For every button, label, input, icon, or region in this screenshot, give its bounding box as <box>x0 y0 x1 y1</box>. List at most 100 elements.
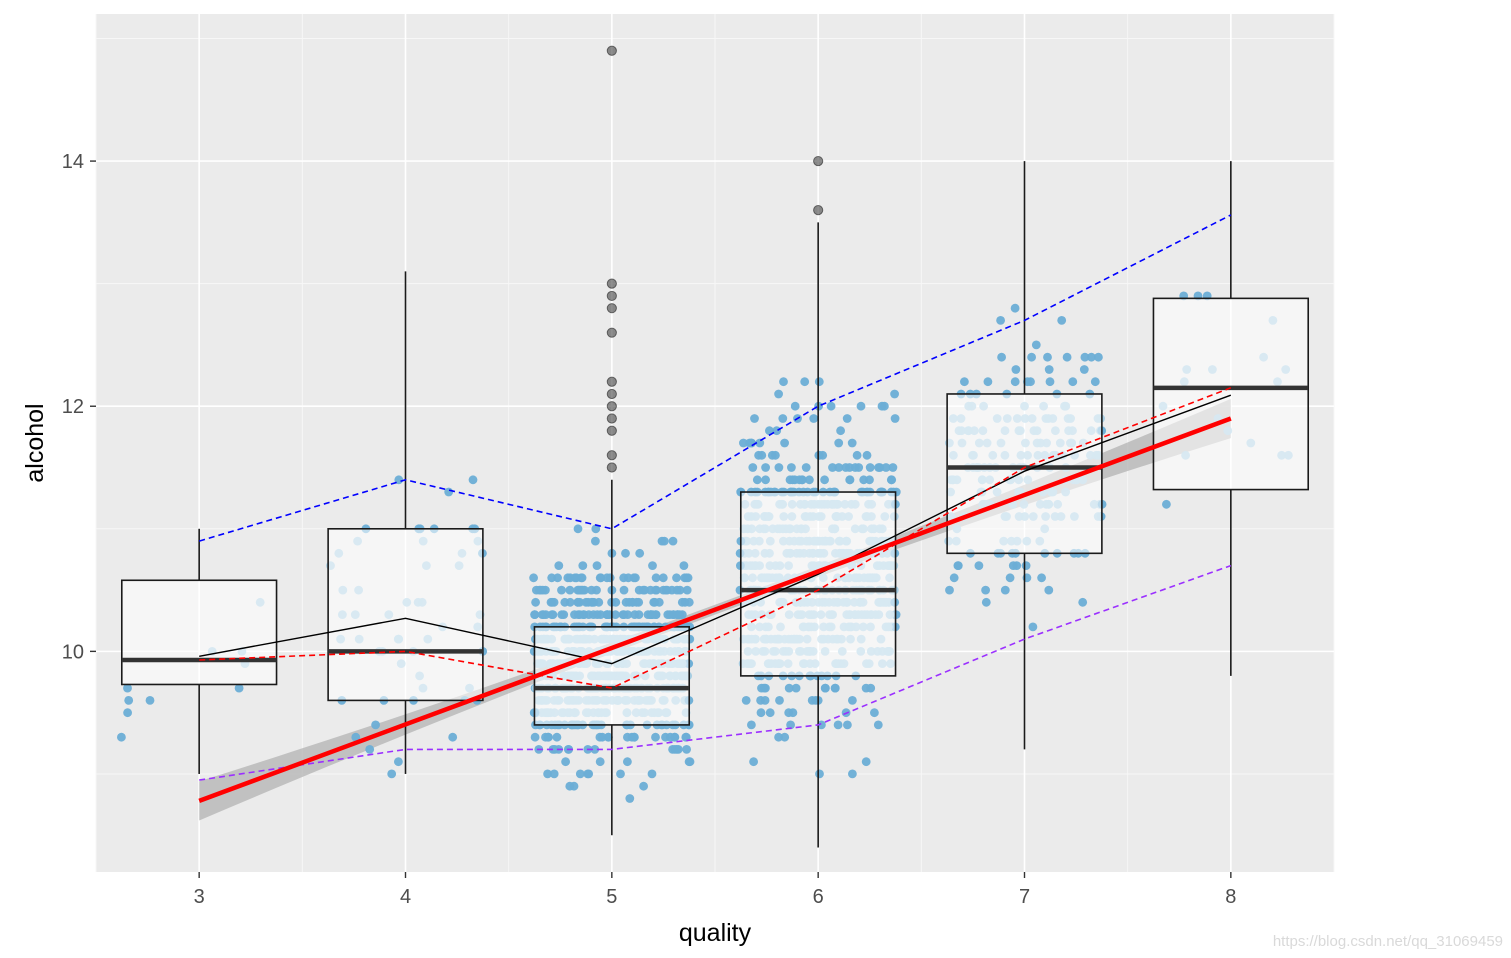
jitter-point <box>365 745 375 754</box>
jitter-point <box>623 610 633 619</box>
jitter-point <box>1044 365 1054 374</box>
jitter-point <box>554 561 564 570</box>
jitter-point <box>815 769 824 779</box>
jitter-point <box>683 573 693 583</box>
jitter-point <box>647 769 657 779</box>
jitter-point <box>960 377 969 387</box>
jitter-point <box>623 573 633 583</box>
jitter-point <box>865 463 875 472</box>
jitter-point <box>866 683 876 693</box>
jitter-point <box>874 463 883 472</box>
jitter-point <box>834 438 844 448</box>
jitter-point <box>780 438 789 448</box>
jitter-point <box>587 597 596 607</box>
box-outlier <box>606 327 617 338</box>
jitter-point <box>530 732 540 742</box>
x-tick-label: 4 <box>400 886 411 908</box>
jitter-point <box>1010 303 1020 313</box>
jitter-point <box>595 573 605 583</box>
jitter-point <box>549 769 559 779</box>
jitter-point <box>565 585 575 595</box>
jitter-point <box>1027 352 1036 362</box>
jitter-point <box>547 610 557 619</box>
jitter-point <box>387 769 397 779</box>
jitter-point <box>635 548 645 558</box>
jitter-point <box>790 401 800 411</box>
jitter-point <box>561 757 570 767</box>
jitter-point <box>765 426 774 436</box>
jitter-point <box>772 426 782 436</box>
jitter-point <box>833 720 843 730</box>
jitter-point <box>629 732 639 742</box>
box-outlier <box>606 413 617 424</box>
jitter-point <box>552 732 562 742</box>
box-outlier <box>606 425 617 436</box>
jitter-point <box>623 757 632 767</box>
jitter-point <box>809 414 819 423</box>
jitter-point <box>549 597 559 607</box>
jitter-point <box>842 414 852 423</box>
jitter-point <box>821 683 830 693</box>
jitter-point <box>123 683 132 693</box>
jitter-point <box>1080 352 1090 362</box>
jitter-point <box>749 757 758 767</box>
jitter-point <box>684 597 694 607</box>
jitter-point <box>1010 377 1020 387</box>
jitter-point <box>760 696 770 705</box>
watermark: https://blog.csdn.net/qq_31069459 <box>1273 933 1503 950</box>
jitter-point <box>887 475 897 485</box>
jitter-point <box>847 438 857 448</box>
jitter-point <box>759 683 769 693</box>
jitter-point <box>856 401 866 411</box>
jitter-point <box>123 708 132 718</box>
jitter-point <box>761 463 770 472</box>
jitter-point <box>394 757 403 767</box>
jitter-point <box>544 732 553 742</box>
jitter-point <box>643 610 653 619</box>
jitter-point <box>834 463 844 472</box>
jitter-point <box>778 414 788 423</box>
box-iqr <box>327 527 484 702</box>
jitter-point <box>652 585 661 595</box>
jitter-point <box>634 610 644 619</box>
jitter-point <box>681 732 691 742</box>
jitter-point <box>638 585 648 595</box>
jitter-point <box>573 585 583 595</box>
jitter-point <box>583 769 593 779</box>
jitter-point <box>535 585 544 595</box>
jitter-point <box>570 610 579 619</box>
jitter-point <box>848 769 857 779</box>
jitter-point <box>836 426 845 436</box>
jitter-point <box>784 683 794 693</box>
y-axis-title: alcohol <box>21 403 49 482</box>
jitter-point <box>774 463 784 472</box>
jitter-point <box>667 585 677 595</box>
y-tick-label: 12 <box>62 396 84 418</box>
jitter-point <box>983 377 993 387</box>
jitter-point <box>1094 352 1103 362</box>
x-tick-label: 8 <box>1225 886 1236 908</box>
jitter-point <box>573 524 583 534</box>
jitter-point <box>603 610 613 619</box>
jitter-point <box>685 757 695 767</box>
jitter-point <box>1090 377 1100 387</box>
jitter-point <box>675 585 685 595</box>
jitter-point <box>611 610 620 619</box>
jitter-point <box>779 377 788 387</box>
jitter-point <box>1045 377 1055 387</box>
jitter-point <box>795 475 804 485</box>
jitter-point <box>787 463 796 472</box>
jitter-point <box>592 610 602 619</box>
jitter-point <box>543 769 552 779</box>
jitter-point <box>651 573 661 583</box>
line-red-dashed <box>199 387 1232 689</box>
jitter-point <box>621 548 630 558</box>
jitter-point <box>677 597 687 607</box>
jitter-point <box>756 708 766 718</box>
jitter-point <box>1087 352 1096 362</box>
jitter-point <box>619 585 629 595</box>
jitter-point <box>371 720 380 730</box>
jitter-point <box>765 708 775 718</box>
jitter-point <box>1079 365 1089 374</box>
jitter-point <box>757 450 767 460</box>
